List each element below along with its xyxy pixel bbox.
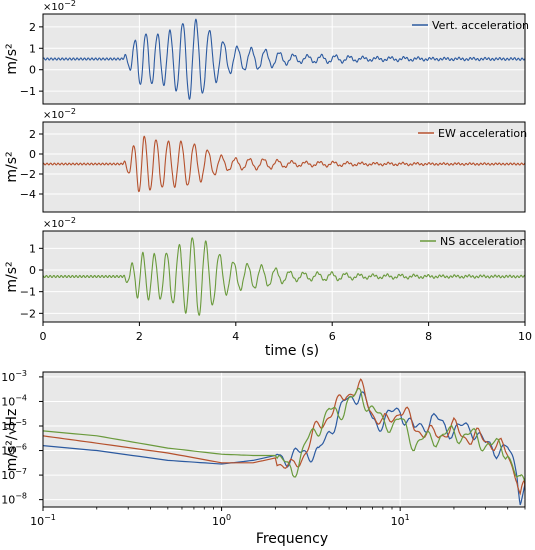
y-tick-label: −4 [20,188,36,201]
y-tick-label: 1 [29,42,36,55]
x-axis-label: Frequency [256,531,328,547]
panel-ns: −2 −1 0 1 ×10−2 m/s² NS acceleration 0 2 4 6 8 1… [4,216,532,359]
x-tick-label: 10−1 [30,513,56,528]
y-tick-label: 10−6 [1,443,27,458]
y-axis-label: m/s² [4,43,20,74]
y-tick-label: 0 [29,264,36,277]
legend: NS acceleration [420,235,526,248]
legend: Vert. acceleration [412,19,529,32]
panel-spectrum: 10−3 10−4 10−5 10−6 10−7 10−8 10−1 100 101 m/s²… [1,369,526,547]
y-tick-label: 10−4 [1,393,27,408]
y-tick-label: −2 [20,307,36,320]
spectrum-ns-line [42,387,526,482]
plot-frame [42,371,526,508]
x-tick-label: 10 [518,330,532,343]
y-tick-label: 0 [29,148,36,161]
y-scale-factor: ×10−2 [43,216,76,230]
vert-acceleration-line [42,18,526,100]
plot-area [43,372,525,507]
legend-label: Vert. acceleration [432,19,529,32]
plot-frame [42,13,526,105]
y-tick-label: −1 [20,85,36,98]
legend-label: NS acceleration [440,235,526,248]
y-tick-label: 10−7 [1,467,27,482]
x-tick-label: 0 [40,330,47,343]
plot-frame [42,230,526,323]
x-axis-label: time (s) [265,343,319,359]
y-axis-label: m/s² [4,261,20,292]
spectrum-ew-line [42,378,526,496]
panel-ew: −4 −2 0 2 ×10−2 m/s² EW acceleration [4,107,527,213]
y-tick-label: 0 [29,64,36,77]
y-scale-factor: ×10−2 [43,0,76,13]
legend: EW acceleration [418,127,527,140]
svg-text:×10−2: ×10−2 [43,216,76,230]
plot-area [43,122,525,212]
x-tick-label: 6 [329,330,336,343]
x-tick-label: 100 [212,513,231,528]
x-tick-label: 8 [425,330,432,343]
y-tick-label: 2 [29,128,36,141]
y-tick-label: 10−8 [1,492,27,507]
y-scale-factor: ×10−2 [43,107,76,121]
y-tick-label: 10−3 [1,369,27,384]
legend-label: EW acceleration [438,127,527,140]
y-tick-label: 2 [29,21,36,34]
x-tick-label: 101 [391,513,410,528]
ew-acceleration-line [43,135,526,193]
y-tick-label: −2 [20,168,36,181]
ns-acceleration-line [42,237,526,316]
svg-text:×10−2: ×10−2 [43,0,76,13]
y-tick-label: 1 [29,242,36,255]
x-tick-label: 4 [232,330,239,343]
y-axis-label: m/s²/√Hz [4,409,20,472]
plot-frame [42,121,526,213]
y-axis-label: m/s² [4,151,20,182]
y-tick-label: 10−5 [1,418,27,433]
y-tick-label: −1 [20,286,36,299]
panel-vertical: −1 0 1 2 ×10−2 m/s² Vert. acceleration [4,0,529,105]
x-tick-label: 2 [136,330,143,343]
svg-text:×10−2: ×10−2 [43,107,76,121]
